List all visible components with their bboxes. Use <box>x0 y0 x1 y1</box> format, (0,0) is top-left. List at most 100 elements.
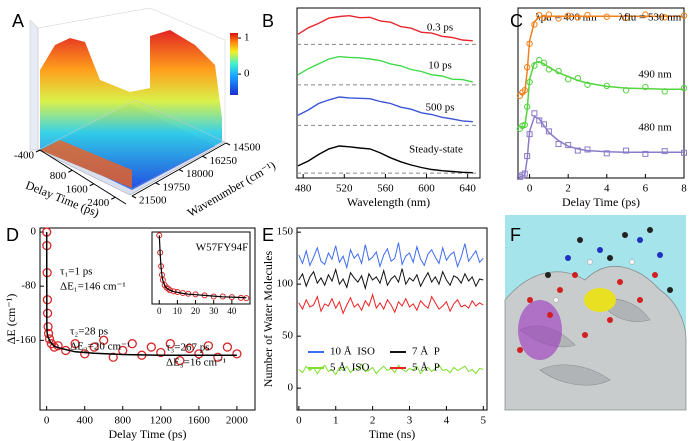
y-tick-label: 16250 <box>210 155 238 167</box>
y-tick-label: -80 <box>21 280 36 292</box>
data-point <box>642 83 649 91</box>
panel-letter: A <box>12 11 24 31</box>
data-point <box>540 14 548 22</box>
x-tick-label: 640 <box>459 183 476 195</box>
data-point <box>89 342 99 352</box>
data-point <box>108 352 118 362</box>
colorbar-label: 1 <box>244 32 250 44</box>
series-line <box>298 267 484 291</box>
x-axis <box>39 149 127 205</box>
data-point <box>99 335 109 345</box>
data-point <box>574 14 582 21</box>
legend-label: 5 Å P <box>412 362 440 374</box>
molecule-image <box>504 215 687 411</box>
data-point <box>545 128 552 135</box>
data-point <box>623 147 630 154</box>
x-tick-label: 1600 <box>66 183 89 195</box>
plot-frame <box>296 7 481 179</box>
y-tick-label: 0 <box>288 382 294 394</box>
series-label: 500 ps <box>425 102 454 114</box>
x-tick-label: 2000 <box>226 415 249 427</box>
y-tick-label: -160 <box>16 334 37 346</box>
annotation: τ₁=1 ps <box>60 266 93 278</box>
annotation: ΔE₁=146 cm⁻¹ <box>60 281 126 293</box>
x-tick-label: 8 <box>681 183 687 195</box>
fit-line <box>158 235 247 299</box>
annotation: ΔE₂=20 cm⁻¹ <box>70 341 130 353</box>
series-label: λflu = 530 nm <box>619 12 682 24</box>
y-tick-label: 21500 <box>139 195 167 207</box>
data-point <box>194 349 204 359</box>
x-tick-label: 0 <box>527 183 533 195</box>
data-point <box>603 150 610 157</box>
data-point <box>70 339 80 349</box>
data-point <box>536 56 543 64</box>
series-line <box>298 363 484 376</box>
data-point <box>44 334 55 344</box>
data-point <box>574 147 581 154</box>
y-tick-label: 0 <box>31 226 37 238</box>
y-tick <box>155 182 160 186</box>
panel-letter: E <box>262 225 274 245</box>
series-line <box>297 14 473 42</box>
data-point <box>642 11 649 18</box>
x-tick-label: 2 <box>370 415 376 427</box>
x-axis-label: Delay Time (ps) <box>109 427 187 441</box>
x-tick-label: 0 <box>157 306 162 316</box>
x-tick <box>35 149 41 153</box>
fit-line <box>519 60 684 129</box>
data-point <box>661 148 668 155</box>
series-line <box>298 242 484 270</box>
x-tick-label: 560 <box>377 183 394 195</box>
data-point <box>531 110 538 117</box>
y-tick <box>225 142 231 146</box>
y-tick-label: 100 <box>277 278 294 290</box>
data-point <box>213 352 223 362</box>
x-tick-label: 800 <box>115 415 132 427</box>
y-tick <box>202 155 207 159</box>
data-point <box>622 14 630 22</box>
annotation: ΔE₃=16 cm⁻¹ <box>166 357 226 369</box>
x-tick-label: 400 <box>76 415 93 427</box>
series-line <box>297 55 473 83</box>
x-tick-label: 0 <box>44 415 50 427</box>
fit-line <box>519 15 684 95</box>
y-axis <box>131 142 227 197</box>
x-tick-label: 40 <box>227 306 237 316</box>
x-tick-label: 3 <box>407 415 413 427</box>
series-line <box>298 292 484 315</box>
data-point <box>146 342 156 352</box>
y-tick-label: 18000 <box>186 168 214 180</box>
series-label: 490 nm <box>638 69 672 81</box>
annotation: τ₃=267 ps <box>166 342 210 354</box>
data-point <box>175 355 185 366</box>
data-point <box>127 339 137 349</box>
colorbar-label: 0 <box>244 68 250 80</box>
x-tick-label: 520 <box>336 183 353 195</box>
x-tick-label: 30 <box>209 306 219 316</box>
y-tick-label: 50 <box>282 330 294 342</box>
plot-frame <box>39 227 256 411</box>
data-point <box>661 14 668 21</box>
x-tick-label: 4 <box>444 415 450 427</box>
x-tick-label: 1200 <box>150 415 173 427</box>
series-line <box>297 145 473 174</box>
x-tick <box>89 183 94 187</box>
x-tick-label: 480 <box>295 183 312 195</box>
x-tick-label: 800 <box>50 170 67 182</box>
y-axis-label: ΔE (cm⁻¹) <box>4 294 18 345</box>
data-point <box>165 339 175 349</box>
legend-label: 5 Å ISO <box>330 362 369 374</box>
x-tick-label: 600 <box>418 183 435 195</box>
data-point <box>584 81 591 88</box>
x-tick-label: 1600 <box>188 415 211 427</box>
y-tick <box>131 195 137 199</box>
x-tick-label: -400 <box>14 150 35 162</box>
annotation: τ₂=28 ps <box>70 326 108 338</box>
x-tick <box>111 196 116 200</box>
x-tick-label: 4 <box>604 183 610 195</box>
plot-frame <box>517 7 685 179</box>
series-label: 0.3 ps <box>427 22 453 34</box>
legend-label: 10 Å ISO <box>330 346 375 358</box>
